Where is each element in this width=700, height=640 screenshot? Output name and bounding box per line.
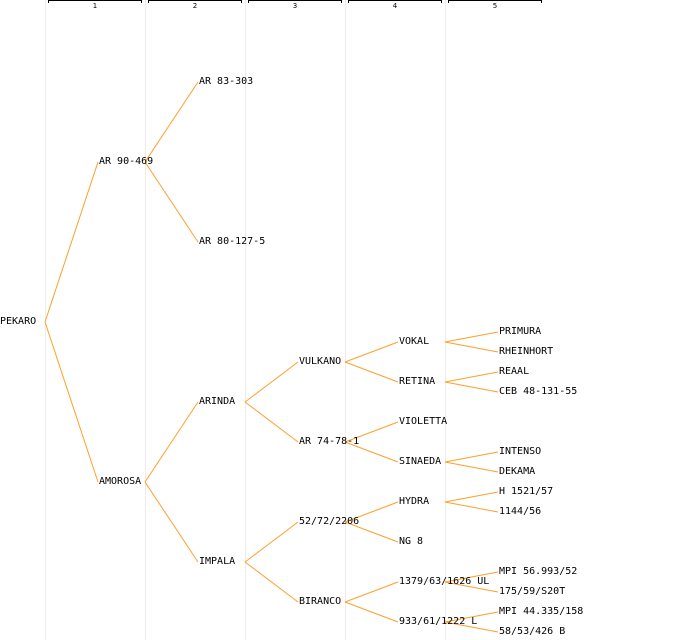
- edge: [44, 161, 99, 323]
- edge: [444, 611, 499, 623]
- node-g5[interactable]: 1144/56: [499, 506, 542, 517]
- edge: [444, 621, 499, 633]
- edge: [444, 331, 499, 343]
- edge: [144, 481, 199, 563]
- node-g2[interactable]: AR 83-303: [199, 76, 254, 87]
- node-g3[interactable]: 52/72/2206: [299, 516, 360, 527]
- node-g4[interactable]: 1379/63/1626 UL: [399, 576, 490, 587]
- node-g5[interactable]: 175/59/S20T: [499, 586, 566, 597]
- edge: [144, 401, 199, 483]
- edge: [344, 361, 399, 383]
- column-label-3: 3: [292, 2, 298, 10]
- column-guide: [245, 0, 246, 640]
- edge: [444, 581, 499, 593]
- edge: [244, 361, 299, 403]
- node-g5[interactable]: RHEINHORT: [499, 346, 554, 357]
- node-g2[interactable]: ARINDA: [199, 396, 236, 407]
- edge: [344, 521, 399, 543]
- node-g5[interactable]: DEKAMA: [499, 466, 536, 477]
- column-bracket-4: [348, 0, 442, 3]
- node-g5[interactable]: H 1521/57: [499, 486, 554, 497]
- node-g2[interactable]: IMPALA: [199, 556, 236, 567]
- edge: [44, 321, 99, 483]
- edge: [444, 341, 499, 353]
- edge: [144, 161, 199, 243]
- edge: [444, 501, 499, 513]
- node-g5[interactable]: MPI 56.993/52: [499, 566, 578, 577]
- edge: [244, 401, 299, 443]
- node-g5[interactable]: REAAL: [499, 366, 530, 377]
- column-label-1: 1: [92, 2, 98, 10]
- edge: [344, 501, 399, 523]
- edge: [344, 421, 399, 443]
- column-guide: [445, 0, 446, 640]
- edge: [244, 561, 299, 603]
- edge: [144, 81, 199, 163]
- node-g4[interactable]: VIOLETTA: [399, 416, 448, 427]
- column-bracket-3: [248, 0, 342, 3]
- edge: [344, 341, 399, 363]
- node-g3[interactable]: BIRANCO: [299, 596, 342, 607]
- node-root[interactable]: PEKARO: [0, 316, 37, 327]
- edge: [444, 571, 499, 583]
- edge: [344, 441, 399, 463]
- node-g5[interactable]: 58/53/426 B: [499, 626, 566, 637]
- node-sire[interactable]: AR 90-469: [99, 156, 154, 167]
- node-g4[interactable]: 933/61/1222 L: [399, 616, 478, 627]
- edge: [444, 371, 499, 383]
- edge: [344, 581, 399, 603]
- node-g5[interactable]: CEB 48-131-55: [499, 386, 578, 397]
- node-g5[interactable]: INTENSO: [499, 446, 542, 457]
- column-guide: [345, 0, 346, 640]
- column-bracket-1: [48, 0, 142, 3]
- column-label-5: 5: [492, 2, 498, 10]
- column-bracket-2: [148, 0, 242, 3]
- node-g3[interactable]: AR 74-78-1: [299, 436, 360, 447]
- node-g4[interactable]: NG 8: [399, 536, 424, 547]
- edge: [344, 601, 399, 623]
- node-g5[interactable]: MPI 44.335/158: [499, 606, 584, 617]
- node-g4[interactable]: SINAEDA: [399, 456, 442, 467]
- node-g4[interactable]: VOKAL: [399, 336, 430, 347]
- edge: [444, 461, 499, 473]
- node-g3[interactable]: VULKANO: [299, 356, 342, 367]
- edge: [444, 491, 499, 503]
- node-g5[interactable]: PRIMURA: [499, 326, 542, 337]
- column-bracket-5: [448, 0, 542, 3]
- edge: [444, 381, 499, 393]
- node-g2[interactable]: AR 80-127-5: [199, 236, 266, 247]
- edge: [244, 521, 299, 563]
- column-label-4: 4: [392, 2, 398, 10]
- node-g4[interactable]: RETINA: [399, 376, 436, 387]
- node-g4[interactable]: HYDRA: [399, 496, 430, 507]
- node-dam[interactable]: AMOROSA: [99, 476, 142, 487]
- column-guide: [145, 0, 146, 640]
- edge: [444, 451, 499, 463]
- column-label-2: 2: [192, 2, 198, 10]
